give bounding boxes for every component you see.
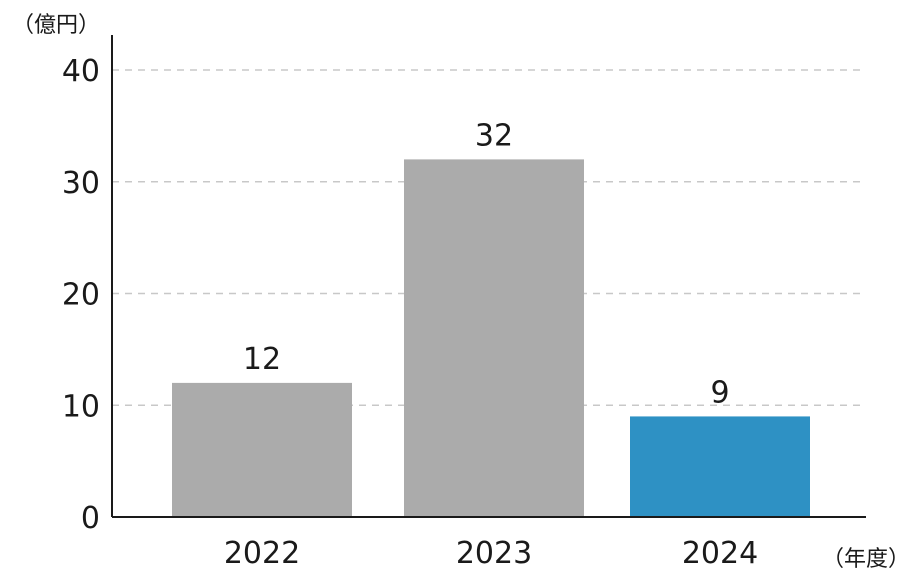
x-axis-categories: 2022 2023 2024 (224, 536, 758, 571)
data-label-2022: 12 (243, 342, 281, 377)
y-tick-label: 10 (62, 389, 100, 424)
data-label-2024: 9 (710, 375, 729, 410)
category-label-2023: 2023 (456, 536, 532, 571)
category-label-2022: 2022 (224, 536, 300, 571)
y-tick-label: 0 (81, 501, 100, 536)
data-labels: 12 32 9 (243, 118, 730, 410)
y-tick-label: 40 (62, 54, 100, 89)
x-axis-unit-label: （年度） (822, 547, 900, 572)
y-tick-label: 20 (62, 278, 100, 313)
bar-2022 (172, 382, 352, 517)
bars (172, 159, 810, 517)
y-axis-ticks: 0 10 20 30 40 (62, 54, 100, 536)
bar-2024 (630, 416, 810, 517)
y-tick-label: 30 (62, 166, 100, 201)
data-label-2023: 32 (475, 118, 513, 153)
bar-2023 (404, 159, 584, 517)
category-label-2024: 2024 (682, 536, 758, 571)
y-axis-unit-label: （億円） (12, 13, 100, 38)
